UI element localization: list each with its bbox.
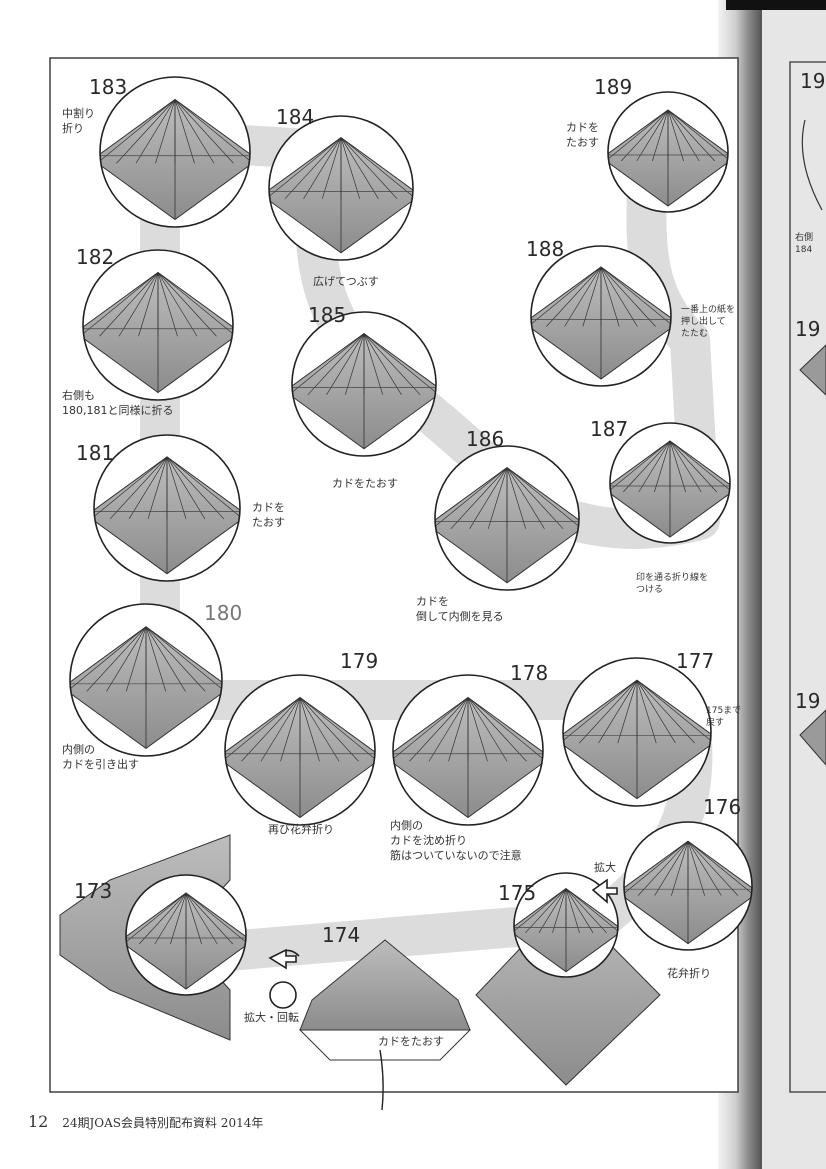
step-number-184: 184 <box>276 105 315 129</box>
step-diagram-187 <box>609 422 731 544</box>
right-page-edge <box>762 0 826 1169</box>
step-number-185: 185 <box>308 303 347 327</box>
step-caption-177: 175まで 戻す <box>706 706 742 728</box>
step-diagram-176 <box>623 821 753 951</box>
right-page-number-2: 19 <box>795 317 821 341</box>
step-caption-183: 中割り 折り <box>62 107 95 135</box>
step-diagram-177 <box>562 657 712 807</box>
step-number-188: 188 <box>526 237 565 261</box>
model-174 <box>299 939 471 1031</box>
step-caption-179: 再び花弁折り <box>268 823 334 836</box>
step-number-177: 177 <box>676 649 715 673</box>
step-number-180: 180 <box>204 601 243 625</box>
step-caption-186: カドを 倒して内側を見る <box>416 595 504 623</box>
step-number-189: 189 <box>594 75 633 99</box>
step-caption-174: カドをたおす <box>378 1035 444 1048</box>
step-diagram-178 <box>392 674 544 826</box>
step-caption-182: 右側も 180,181と同様に折る <box>62 389 174 417</box>
step-caption-181: カドを たおす <box>252 501 285 529</box>
publication-info: 24期JOAS会員特別配布資料 2014年 <box>62 1116 264 1130</box>
right-page-number-1: 19 <box>800 69 826 93</box>
step-number-183: 183 <box>89 75 128 99</box>
step-caption-187: 印を通る折り線を つける <box>636 573 709 595</box>
step-caption-175: 拡大 <box>594 861 616 874</box>
step-number-175: 175 <box>498 881 537 905</box>
step-diagram-173 <box>125 874 247 996</box>
step-caption-185: カドをたおす <box>332 477 398 490</box>
page-footer: 12 24期JOAS会員特別配布資料 2014年 <box>28 1112 263 1131</box>
step-caption-176: 花弁折り <box>667 967 711 980</box>
page-number: 12 <box>28 1112 49 1131</box>
step-caption-178: 内側の カドを沈め折り 筋はついていないので注意 <box>390 819 522 862</box>
step-diagram-181 <box>93 434 241 582</box>
step-diagram-184 <box>268 115 414 261</box>
step-diagram-180 <box>69 603 223 757</box>
step-number-174: 174 <box>322 923 361 947</box>
step-caption-180: 内側の カドを引き出す <box>62 743 139 771</box>
step-caption-188: 一番上の紙を 押し出して たたむ <box>681 305 736 339</box>
step-number-179: 179 <box>340 649 379 673</box>
step-caption-184: 広げてつぶす <box>313 275 379 288</box>
step-diagram-185 <box>291 311 437 457</box>
step-number-182: 182 <box>76 245 115 269</box>
step-diagram-189 <box>607 91 729 213</box>
step-diagram-175 <box>513 872 619 978</box>
step-number-187: 187 <box>590 417 629 441</box>
right-page-number-3: 19 <box>795 689 821 713</box>
step-number-173: 173 <box>74 879 113 903</box>
step-number-186: 186 <box>466 427 505 451</box>
step-number-181: 181 <box>76 441 115 465</box>
step-diagram-179 <box>224 674 376 826</box>
step-number-178: 178 <box>510 661 549 685</box>
step-diagram-182 <box>82 249 234 401</box>
model-175 <box>475 899 661 1086</box>
step-diagram-188 <box>530 245 672 387</box>
step-diagram-183 <box>99 76 251 228</box>
step-caption-189: カドを たおす <box>566 121 599 149</box>
step-caption-173: 拡大・回転 <box>244 1011 299 1024</box>
step-number-176: 176 <box>703 795 742 819</box>
step-diagram-186 <box>434 445 580 591</box>
right-page-caption: 右側 184 <box>795 233 814 255</box>
